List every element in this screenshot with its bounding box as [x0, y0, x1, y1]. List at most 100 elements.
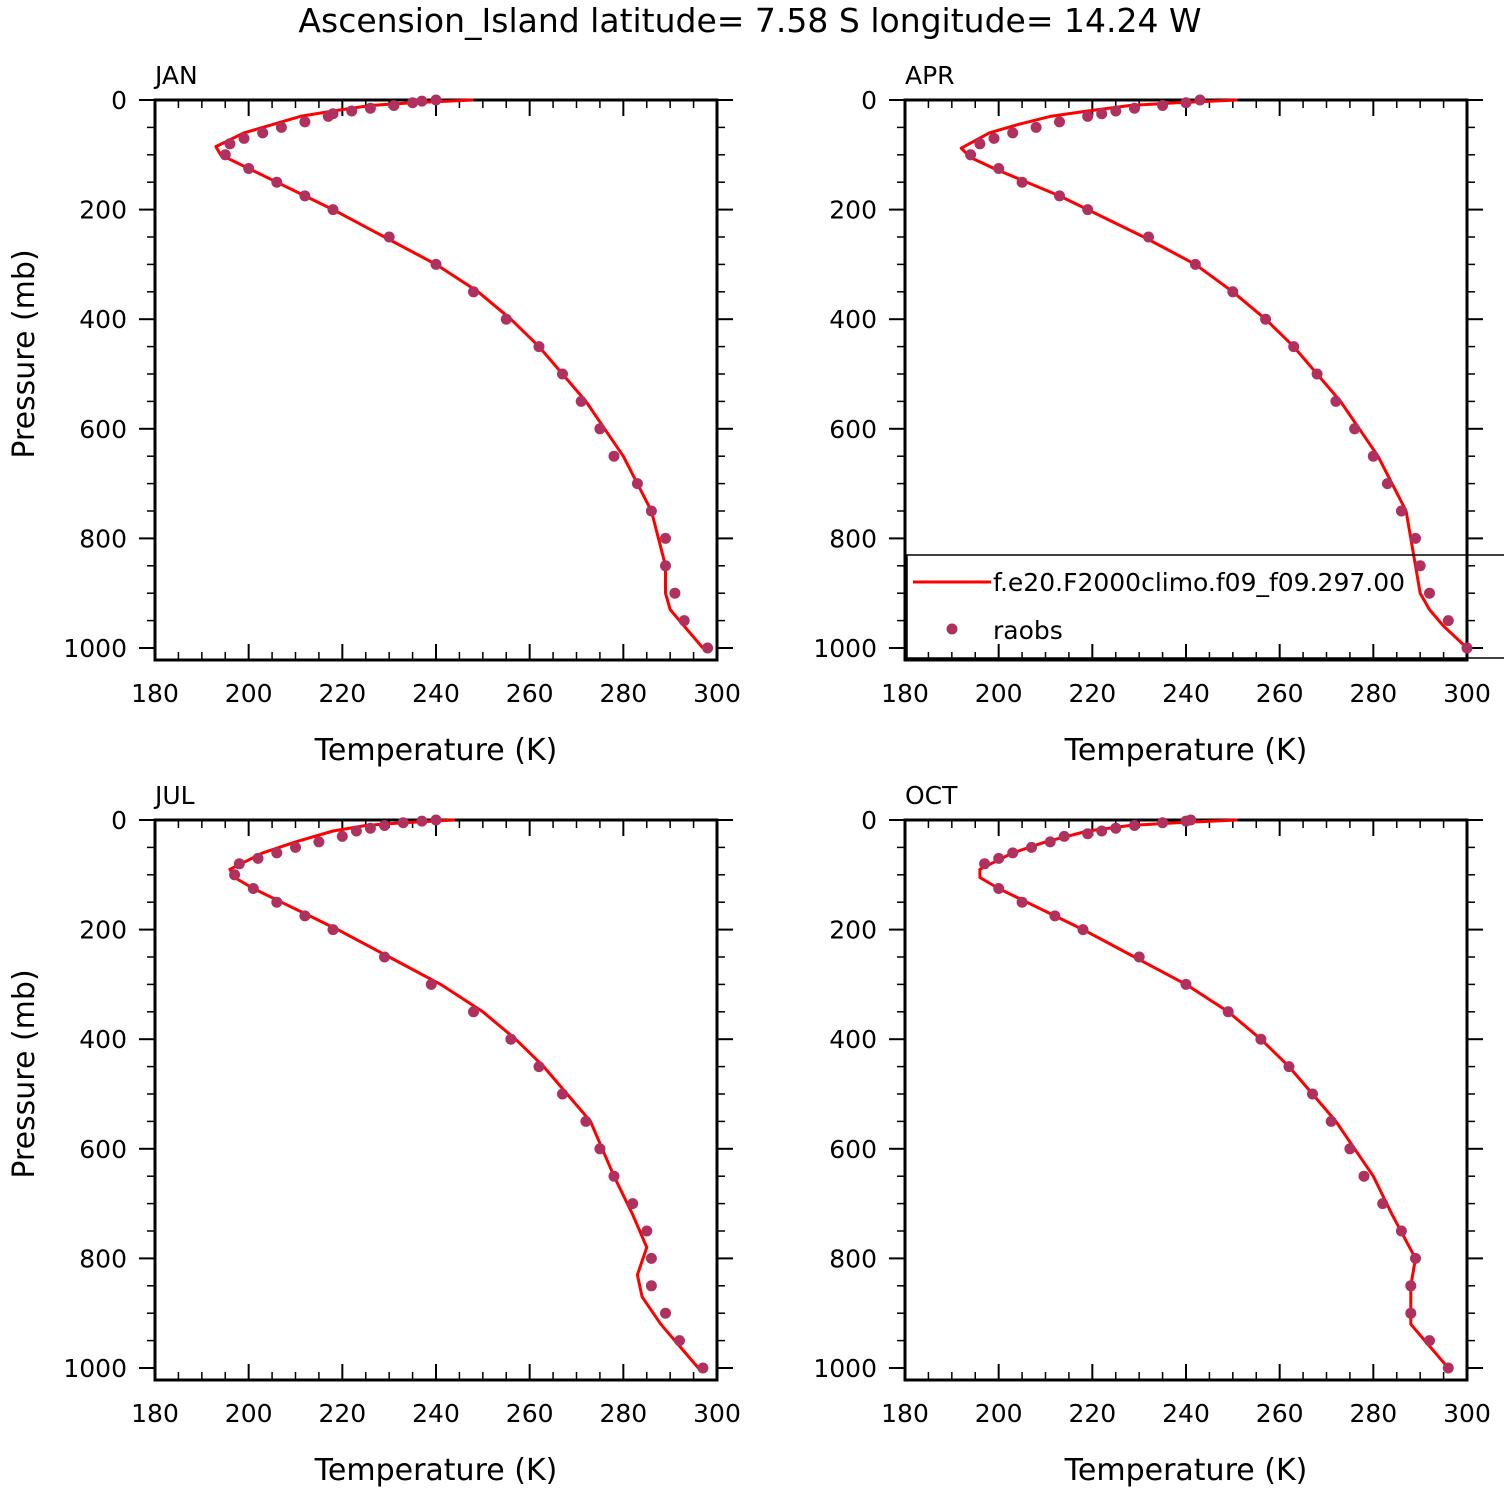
y-tick-label: 400	[79, 305, 127, 334]
raobs-point	[645, 1252, 657, 1264]
x-tick-label: 300	[1443, 1399, 1491, 1428]
raobs-point	[965, 149, 977, 161]
x-tick-label: 240	[412, 679, 460, 708]
raobs-point	[1110, 822, 1122, 834]
x-tick-label: 180	[881, 1399, 929, 1428]
raobs-point	[468, 1006, 479, 1018]
raobs-point	[993, 852, 1005, 864]
raobs-point	[397, 817, 409, 829]
raobs-point	[290, 841, 301, 853]
y-tick-label: 400	[829, 305, 877, 334]
raobs-point	[660, 532, 671, 544]
y-tick-label: 1000	[813, 1354, 877, 1383]
raobs-point	[1030, 121, 1042, 133]
raobs-point	[1405, 1280, 1417, 1292]
raobs-point	[631, 478, 643, 490]
raobs-point	[1377, 1198, 1389, 1210]
raobs-point	[468, 286, 479, 298]
x-tick-label: 280	[599, 1399, 647, 1428]
raobs-point	[1180, 978, 1192, 990]
y-tick-label: 1000	[63, 1354, 127, 1383]
raobs-point	[1129, 820, 1140, 831]
x-tick-label: 300	[693, 679, 741, 708]
legend-obs-label: raobs	[993, 616, 1063, 645]
raobs-point	[1016, 176, 1028, 188]
x-axis-label: Temperature (K)	[314, 1453, 558, 1488]
raobs-point	[416, 815, 428, 827]
raobs-point	[1222, 1006, 1234, 1018]
raobs-point	[271, 896, 283, 908]
raobs-point	[660, 560, 671, 572]
raobs-point	[1049, 910, 1061, 922]
raobs-point	[271, 847, 283, 859]
legend-box	[906, 554, 1504, 659]
raobs-point	[1367, 450, 1379, 462]
panels: JAN 180 200 220 240 260 280 300 0 200 400 600 800 100…	[7, 61, 1504, 1488]
raobs-point	[313, 836, 325, 848]
x-tick-label: 260	[1256, 679, 1304, 708]
raobs-point	[430, 814, 442, 826]
raobs-point	[533, 1061, 545, 1073]
raobs-point	[1180, 815, 1192, 827]
raobs-point	[505, 1033, 517, 1045]
raobs-point	[1096, 108, 1108, 120]
x-tick-label: 180	[131, 1399, 179, 1428]
panel-title: APR	[905, 61, 955, 90]
y-tick-label: 800	[79, 524, 127, 553]
raobs-point	[233, 858, 245, 870]
raobs-point	[364, 102, 376, 114]
model-profile-line	[228, 818, 700, 1369]
raobs-point	[660, 1307, 671, 1319]
x-tick-label: 180	[131, 679, 179, 708]
legend-model-label: f.e20.F2000climo.f09_f09.297.00	[993, 568, 1405, 597]
raobs-point	[416, 95, 428, 107]
raobs-point	[645, 1280, 657, 1292]
raobs-point	[1405, 1307, 1417, 1319]
y-tick-label: 600	[79, 415, 127, 444]
raobs-point	[1157, 817, 1169, 829]
raobs-point	[229, 869, 241, 881]
raobs-point	[1007, 847, 1019, 859]
x-tick-label: 220	[318, 1399, 366, 1428]
raobs-point	[247, 883, 259, 894]
raobs-point	[1381, 478, 1393, 490]
raobs-point	[993, 883, 1005, 894]
raobs-point	[379, 951, 390, 963]
raobs-point	[257, 127, 269, 139]
raobs-point	[299, 190, 311, 202]
raobs-point	[1307, 1088, 1318, 1100]
raobs-point	[1414, 560, 1426, 572]
raobs-point	[608, 1170, 620, 1182]
raobs-point	[252, 852, 264, 864]
raobs-point	[500, 313, 512, 325]
x-axis-label: Temperature (K)	[1064, 733, 1308, 768]
raobs-point	[430, 258, 442, 270]
raobs-point	[1330, 395, 1342, 407]
raobs-point	[1082, 110, 1094, 122]
raobs-point	[1424, 587, 1435, 599]
x-tick-label: 220	[1068, 1399, 1116, 1428]
y-tick-label: 400	[79, 1025, 127, 1054]
raobs-point	[988, 132, 1000, 144]
y-axis-label: Pressure (mb)	[7, 249, 42, 458]
x-axis-label: Temperature (K)	[1064, 1453, 1308, 1488]
x-tick-label: 240	[412, 1399, 460, 1428]
raobs-point	[627, 1198, 639, 1210]
x-axis-label: Temperature (K)	[314, 733, 558, 768]
raobs-point	[425, 978, 437, 990]
raobs-point	[1082, 828, 1094, 840]
x-tick-label: 260	[506, 679, 554, 708]
y-axis-label: Pressure (mb)	[7, 969, 42, 1178]
panel-jul: JUL 180 200 220 240 260 280 300 0 200 400 600 800 100…	[7, 781, 741, 1488]
plot-frame	[153, 98, 719, 662]
raobs-point	[674, 1335, 685, 1347]
panel-title: JUL	[153, 781, 195, 810]
raobs-point	[1016, 896, 1028, 908]
raobs-point	[336, 830, 348, 842]
raobs-point	[1311, 368, 1323, 380]
raobs-point	[1180, 97, 1192, 109]
x-tick-label: 280	[599, 679, 647, 708]
x-tick-label: 200	[975, 679, 1023, 708]
